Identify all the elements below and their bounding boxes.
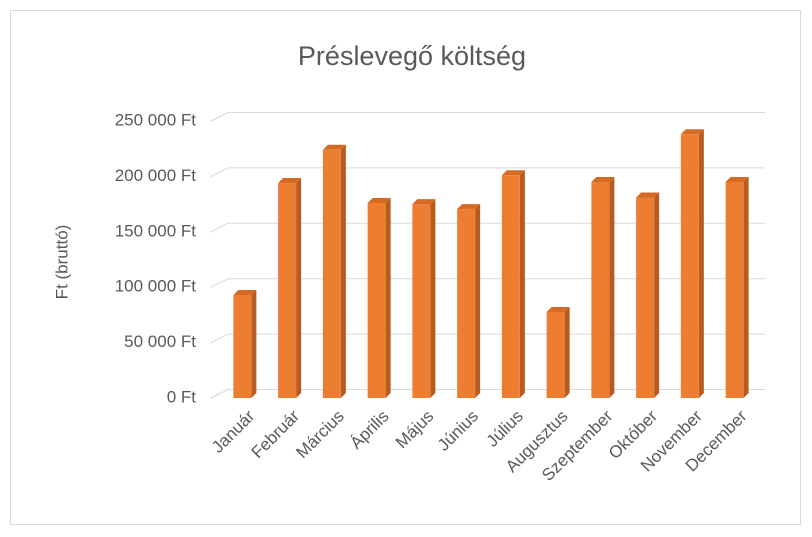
- bar-side: [251, 289, 257, 398]
- y-tick-label: 250 000 Ft: [115, 110, 197, 129]
- grid-line: [209, 278, 765, 289]
- bar: [591, 181, 610, 398]
- bar: [367, 202, 386, 398]
- bar-top: [501, 170, 525, 176]
- grid-line: [209, 222, 765, 233]
- bar-top: [233, 289, 257, 295]
- bar-side: [430, 199, 436, 398]
- bar-side: [475, 204, 481, 398]
- y-tick-label: 100 000 Ft: [115, 277, 197, 296]
- bar-side: [743, 176, 749, 398]
- bar: [233, 294, 252, 398]
- bar-side: [519, 170, 525, 398]
- grid-line: [209, 333, 765, 344]
- bar-top: [457, 204, 481, 210]
- y-tick-label: 150 000 Ft: [115, 221, 197, 240]
- bar-side: [609, 176, 615, 398]
- bar: [546, 312, 565, 398]
- bar: [725, 181, 744, 398]
- bar: [636, 197, 655, 398]
- y-tick-label: 50 000 Ft: [124, 332, 196, 351]
- bar-top: [367, 197, 391, 203]
- bar-side: [564, 307, 570, 398]
- bar-top: [591, 176, 615, 182]
- grid-line: [209, 389, 765, 399]
- chart-border: [10, 10, 801, 525]
- bar: [322, 149, 341, 398]
- bar: [457, 209, 476, 398]
- bar: [278, 183, 297, 398]
- bar-top: [278, 178, 302, 184]
- bar-side: [698, 129, 704, 398]
- grid-line: [209, 167, 765, 178]
- y-axis-label: Ft (bruttó): [52, 225, 71, 300]
- bar-top: [412, 199, 436, 205]
- y-tick-label: 0 Ft: [167, 387, 197, 406]
- bar: [501, 175, 520, 398]
- bar-top: [322, 144, 346, 150]
- bar-side: [340, 144, 346, 398]
- bar-top: [725, 176, 749, 182]
- bar-top: [636, 192, 660, 198]
- grid-line: [209, 112, 765, 122]
- bar-top: [680, 129, 704, 135]
- chart-title: Préslevegő költség: [298, 41, 526, 71]
- bar-side: [385, 197, 391, 398]
- bar-side: [654, 192, 660, 398]
- bar-top: [546, 307, 570, 313]
- bar-side: [296, 178, 302, 398]
- bar: [680, 134, 699, 398]
- y-tick-label: 200 000 Ft: [115, 166, 197, 185]
- bar: [412, 204, 431, 398]
